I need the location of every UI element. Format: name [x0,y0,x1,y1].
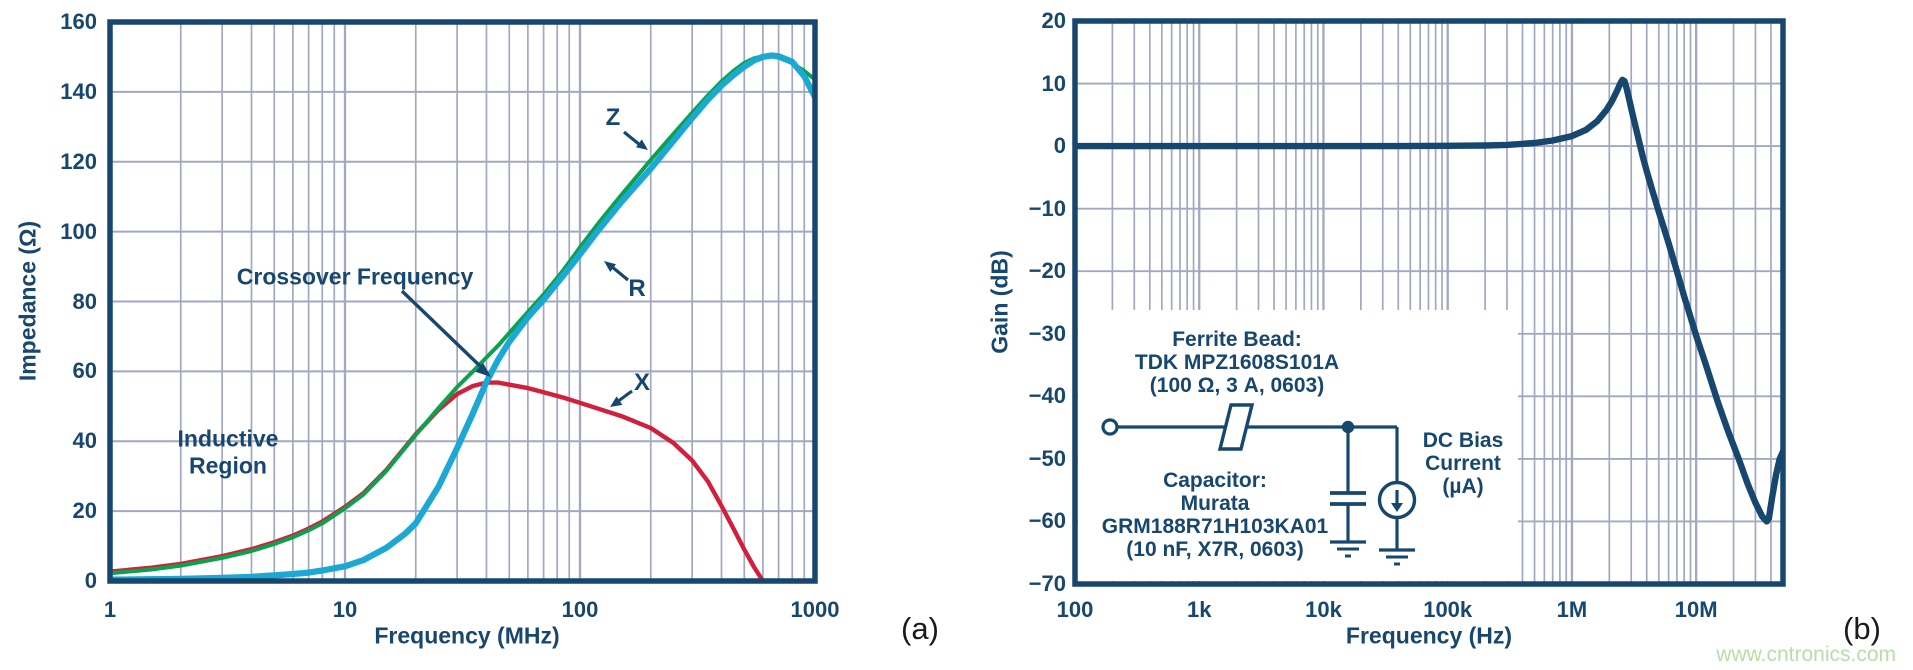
z-curve-label: Z [605,104,621,131]
circuit-inset [1078,310,1518,581]
z-arrow-line [622,130,642,147]
y-tick-label: 20 [1041,8,1066,33]
y-tick-label: 0 [1053,133,1066,159]
y-tick-label: −20 [1028,258,1066,284]
inductive-region-label-line2: Region [189,452,267,479]
impedance-y-axis-title: Impedance (Ω) [14,220,41,382]
y-tick-label: 80 [72,288,97,314]
ferrite-bead-label-line3: (100 Ω, 3 A, 0603) [1149,374,1325,397]
gridlines-impedance-chart [110,22,815,581]
x-arrow-line [616,389,633,404]
curve-r [110,52,815,581]
panel-b-label: (b) [1843,611,1881,646]
gain-x-axis-title: Frequency (Hz) [1345,622,1513,649]
y-tick-label: 40 [72,428,97,454]
x-tick-label: 100 [561,597,599,622]
x-tick-label: 1M [1556,597,1588,622]
capacitor-label-line2: Murata [1180,492,1250,515]
capacitor-label-line4: (10 nF, X7R, 0603) [1126,538,1304,561]
inset-background [1078,310,1518,581]
impedance-x-axis-title: Frequency (MHz) [374,622,560,649]
inductive-region-label-line1: Inductive [177,425,279,452]
y-tick-label: 20 [72,498,97,524]
dc-bias-label-line2: Current [1425,452,1501,475]
y-tick-label: −50 [1028,445,1066,471]
y-tick-label: 160 [60,9,97,34]
crossover-arrow-line [400,289,482,368]
x-tick-label: 1k [1186,597,1212,622]
y-tick-label: −10 [1028,195,1066,221]
y-tick-label: −70 [1028,571,1066,596]
watermark: www.cntronics.com [1716,643,1896,666]
curve-z [110,54,815,576]
dc-bias-label-line3: (µA) [1442,475,1484,498]
capacitor-label-line1: Capacitor: [1163,469,1267,492]
capacitor-label-line3: GRM188R71H103KA01 [1101,515,1329,538]
y-tick-label: 10 [1041,70,1066,96]
gain-plot-border [1072,18,1786,587]
x-tick-label: 1000 [790,597,840,622]
impedance-curves [110,52,815,581]
x-tick-label: 10M [1674,597,1718,622]
input-terminal [1101,418,1119,436]
x-tick-label: 100 [1056,597,1094,622]
x-tick-label: 10k [1305,597,1342,622]
x-tick-label: 1 [103,597,117,622]
dc-bias-label-line1: DC Bias [1422,429,1504,452]
gain-y-axis-title: Gain (dB) [986,250,1013,354]
current-source-arrowhead [1391,503,1403,512]
z-arrowhead [636,139,648,150]
crossover-arrowhead [475,362,491,377]
y-tick-label: 0 [84,568,97,593]
crossover-frequency-label: Crossover Frequency [236,263,474,290]
annotation-arrows [400,130,648,407]
y-tick-label: −40 [1028,383,1066,409]
ferrite-bead-label-line1: Ferrite Bead: [1172,328,1302,351]
x-arrowhead [610,396,623,407]
y-tick-label: 100 [60,218,97,244]
ferrite-bead-label-line2: TDK MPZ1608S101A [1134,351,1340,374]
r-arrowhead [604,261,616,272]
x-tick-label: 10 [332,597,358,622]
y-tick-label: 120 [60,148,97,174]
gain-curve [1075,76,1783,525]
ferrite-bead-symbol [1217,403,1255,451]
y-tick-label: 60 [72,358,97,384]
impedance-plot-border [107,19,818,584]
x-tick-label: 100k [1423,597,1473,622]
y-tick-label: −60 [1028,508,1066,534]
x-curve-label: X [633,369,651,396]
r-curve-label: R [628,275,646,302]
curve-gain [1075,76,1783,525]
y-tick-label: 140 [60,78,97,104]
r-arrow-line [609,264,630,282]
panel-a-label: (a) [901,611,939,646]
y-tick-label: −30 [1028,320,1066,346]
